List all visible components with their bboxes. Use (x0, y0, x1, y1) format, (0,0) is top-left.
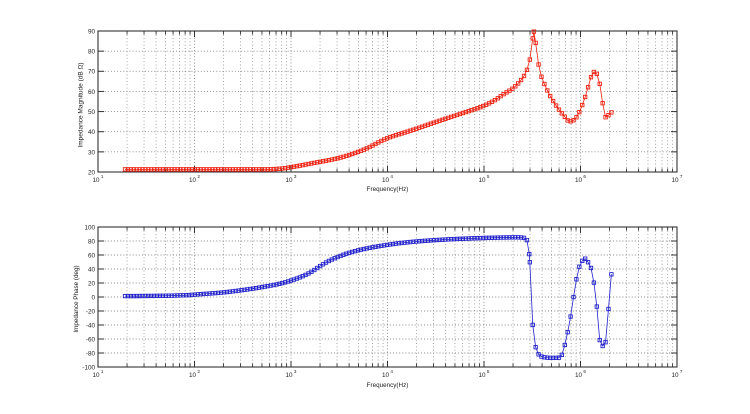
svg-text:10: 10 (92, 372, 100, 379)
svg-text:-100: -100 (82, 364, 95, 371)
svg-text:6: 6 (583, 174, 586, 179)
svg-text:-60: -60 (86, 336, 96, 343)
svg-text:80: 80 (88, 238, 96, 245)
svg-text:20: 20 (88, 169, 96, 176)
svg-text:0: 0 (91, 294, 95, 301)
svg-text:7: 7 (680, 369, 683, 374)
svg-text:4: 4 (390, 174, 393, 179)
svg-text:10: 10 (382, 177, 390, 184)
svg-text:10: 10 (478, 177, 486, 184)
svg-text:40: 40 (88, 129, 96, 136)
svg-text:6: 6 (583, 369, 586, 374)
svg-text:10: 10 (285, 177, 293, 184)
svg-text:10: 10 (575, 372, 583, 379)
svg-text:60: 60 (88, 89, 96, 96)
svg-text:3: 3 (294, 174, 297, 179)
svg-text:90: 90 (88, 28, 96, 35)
svg-text:10: 10 (671, 177, 679, 184)
svg-text:2: 2 (197, 174, 200, 179)
svg-text:10: 10 (189, 372, 197, 379)
svg-text:10: 10 (285, 372, 293, 379)
svg-text:30: 30 (88, 149, 96, 156)
svg-text:10: 10 (92, 177, 100, 184)
svg-text:-20: -20 (86, 308, 96, 315)
svg-text:7: 7 (680, 174, 683, 179)
svg-text:10: 10 (575, 177, 583, 184)
svg-text:Frequency(Hz): Frequency(Hz) (367, 186, 409, 193)
svg-text:10: 10 (478, 372, 486, 379)
svg-text:10: 10 (671, 372, 679, 379)
svg-text:-40: -40 (86, 322, 96, 329)
svg-text:80: 80 (88, 49, 96, 56)
svg-text:1: 1 (101, 369, 104, 374)
svg-text:100: 100 (84, 224, 95, 231)
svg-text:10: 10 (382, 372, 390, 379)
svg-text:-80: -80 (86, 350, 96, 357)
svg-text:70: 70 (88, 69, 96, 76)
svg-text:Impedance Magnitude (dB Ω): Impedance Magnitude (dB Ω) (77, 62, 84, 147)
svg-text:20: 20 (88, 280, 96, 287)
svg-text:5: 5 (487, 174, 490, 179)
svg-text:50: 50 (88, 109, 96, 116)
svg-text:60: 60 (88, 252, 96, 259)
svg-text:10: 10 (189, 177, 197, 184)
svg-text:Frequency(Hz): Frequency(Hz) (367, 382, 409, 389)
svg-text:4: 4 (390, 369, 393, 374)
svg-text:5: 5 (487, 369, 490, 374)
svg-text:Impedance Phase (deg): Impedance Phase (deg) (73, 265, 80, 332)
svg-text:1: 1 (101, 174, 104, 179)
svg-text:2: 2 (197, 369, 200, 374)
svg-text:40: 40 (88, 266, 96, 273)
svg-text:3: 3 (294, 369, 297, 374)
